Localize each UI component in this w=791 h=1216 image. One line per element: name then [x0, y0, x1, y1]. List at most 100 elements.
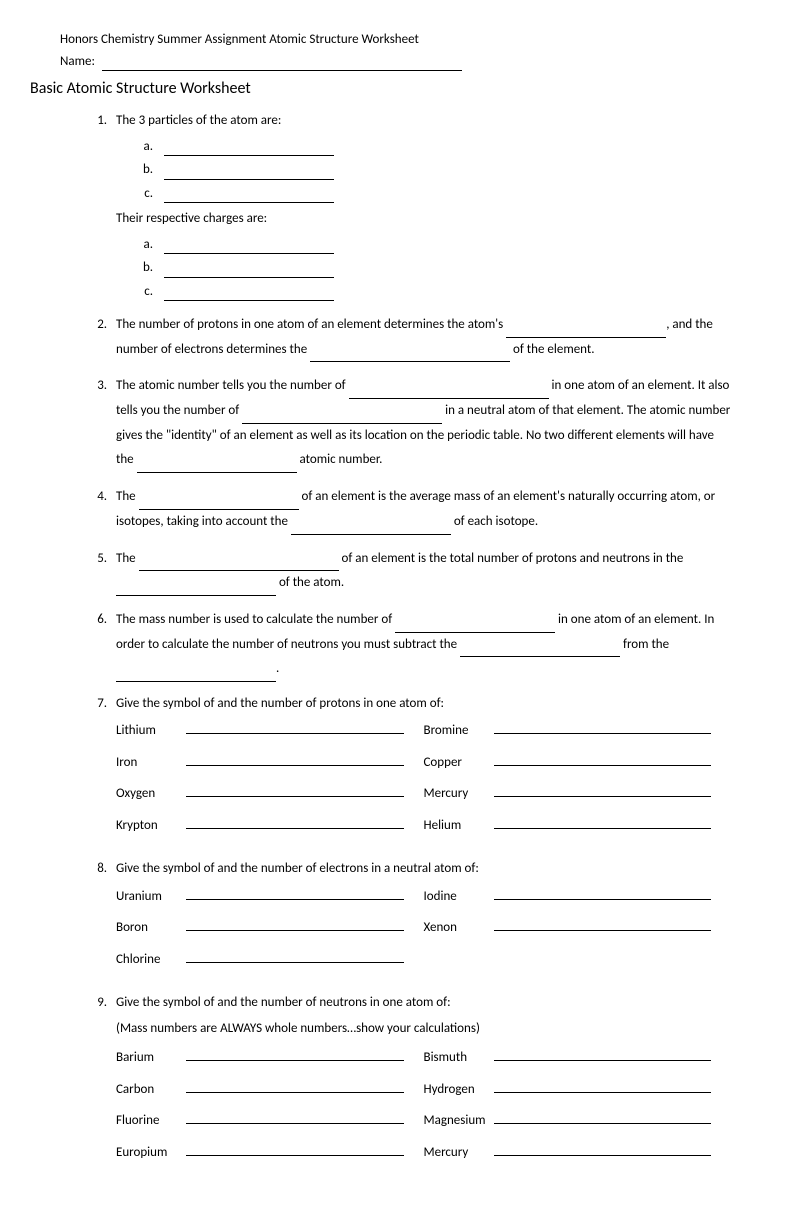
q8-item: Xenon [424, 918, 732, 938]
element-label: Europium [116, 1143, 186, 1163]
q1: The 3 particles of the atom are: Their r… [110, 111, 731, 301]
blank[interactable] [164, 253, 334, 254]
q7-item: Copper [424, 753, 732, 773]
blank[interactable] [186, 930, 404, 931]
blank[interactable] [116, 595, 276, 596]
blank[interactable] [164, 179, 334, 180]
blank[interactable] [310, 361, 510, 362]
q1-sub2: Their respective charges are: [116, 209, 731, 229]
blank[interactable] [164, 277, 334, 278]
q9-note: (Mass numbers are ALWAYS whole numbers…s… [116, 1019, 731, 1039]
q2: The number of protons in one atom of an … [110, 313, 731, 362]
blank[interactable] [186, 1155, 404, 1156]
q9-item: Fluorine [116, 1111, 424, 1131]
element-label: Bismuth [424, 1048, 494, 1068]
q7-item: Helium [424, 816, 732, 836]
q1-c [156, 184, 731, 204]
blank[interactable] [494, 1123, 712, 1124]
element-label: Helium [424, 816, 494, 836]
blank[interactable] [164, 202, 334, 203]
element-label: Xenon [424, 918, 494, 938]
blank[interactable] [506, 337, 666, 338]
q2-t3: of the element. [510, 342, 594, 357]
blank[interactable] [494, 765, 712, 766]
q1-a [156, 137, 731, 157]
q1-prompt: The 3 particles of the atom are: [116, 111, 731, 131]
element-label: Chlorine [116, 950, 186, 970]
blank[interactable] [186, 962, 404, 963]
element-label: Magnesium [424, 1111, 494, 1131]
blank[interactable] [186, 899, 404, 900]
name-label: Name: [60, 54, 95, 69]
blank[interactable] [186, 1123, 404, 1124]
blank[interactable] [349, 398, 549, 399]
blank[interactable] [186, 828, 404, 829]
blank[interactable] [494, 796, 712, 797]
blank[interactable] [139, 570, 339, 571]
q8: Give the symbol of and the number of ele… [110, 859, 731, 981]
q8-item: Uranium [116, 887, 424, 907]
q8-grid: Uranium Iodine Boron Xenon Chlorine [116, 887, 731, 982]
q6: The mass number is used to calculate the… [110, 608, 731, 682]
blank[interactable] [186, 765, 404, 766]
blank[interactable] [395, 632, 555, 633]
q9-prompt: Give the symbol of and the number of neu… [116, 993, 731, 1013]
q9: Give the symbol of and the number of neu… [110, 993, 731, 1174]
q1-b2 [156, 258, 731, 278]
q6-t4: . [276, 661, 279, 676]
blank[interactable] [186, 1060, 404, 1061]
q1-sublist-a [116, 137, 731, 204]
q8-prompt: Give the symbol of and the number of ele… [116, 859, 731, 879]
blank[interactable] [494, 1060, 712, 1061]
page-title: Basic Atomic Structure Worksheet [30, 77, 731, 101]
blank[interactable] [186, 1092, 404, 1093]
q6-t3: from the [620, 637, 669, 652]
element-label: Iron [116, 753, 186, 773]
q1-c2 [156, 282, 731, 302]
q5-t1: The [116, 551, 139, 566]
blank[interactable] [494, 899, 712, 900]
q7-item: Bromine [424, 721, 732, 741]
blank[interactable] [186, 733, 404, 734]
name-blank[interactable] [102, 70, 462, 71]
blank[interactable] [494, 733, 712, 734]
q9-item: Europium [116, 1143, 424, 1163]
q2-t1: The number of protons in one atom of an … [116, 317, 506, 332]
element-label: Fluorine [116, 1111, 186, 1131]
q9-grid: Barium Bismuth Carbon Hydrogen Fluorine … [116, 1048, 731, 1174]
blank[interactable] [494, 828, 712, 829]
blank[interactable] [164, 300, 334, 301]
q9-item: Mercury [424, 1143, 732, 1163]
q7-prompt: Give the symbol of and the number of pro… [116, 694, 731, 714]
element-label: Oxygen [116, 784, 186, 804]
blank[interactable] [186, 796, 404, 797]
header-course: Honors Chemistry Summer Assignment Atomi… [60, 30, 731, 50]
blank[interactable] [291, 534, 451, 535]
q3-t1: The atomic number tells you the number o… [116, 378, 349, 393]
blank[interactable] [494, 1155, 712, 1156]
q4-t1: The [116, 489, 139, 504]
q7-item: Lithium [116, 721, 424, 741]
header-name: Name: [60, 52, 731, 72]
blank[interactable] [460, 656, 620, 657]
blank[interactable] [494, 1092, 712, 1093]
q5: The of an element is the total number of… [110, 547, 731, 596]
blank[interactable] [139, 509, 299, 510]
q1-b [156, 160, 731, 180]
blank[interactable] [494, 930, 712, 931]
q4: The of an element is the average mass of… [110, 485, 731, 534]
q8-item: Iodine [424, 887, 732, 907]
q9-item: Carbon [116, 1080, 424, 1100]
q8-item: Boron [116, 918, 424, 938]
element-label: Barium [116, 1048, 186, 1068]
element-label: Iodine [424, 887, 494, 907]
q6-t1: The mass number is used to calculate the… [116, 612, 395, 627]
blank[interactable] [242, 423, 442, 424]
element-label: Copper [424, 753, 494, 773]
q9-item: Magnesium [424, 1111, 732, 1131]
blank[interactable] [116, 681, 276, 682]
blank[interactable] [164, 155, 334, 156]
blank[interactable] [137, 472, 297, 473]
q7-item: Iron [116, 753, 424, 773]
q1-a2 [156, 235, 731, 255]
